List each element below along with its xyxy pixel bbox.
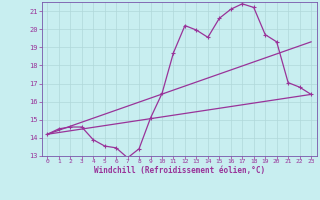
X-axis label: Windchill (Refroidissement éolien,°C): Windchill (Refroidissement éolien,°C) [94, 166, 265, 175]
